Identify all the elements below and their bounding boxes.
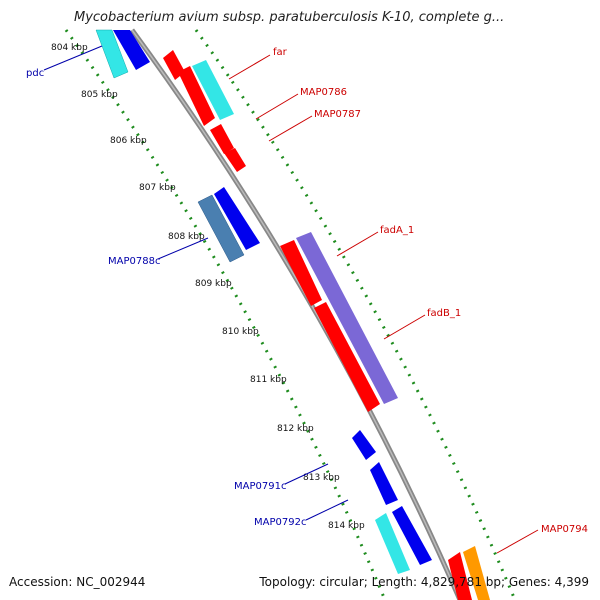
- far-connector: [228, 54, 271, 80]
- map-title: Mycobacterium avium subsp. paratuberculo…: [74, 10, 505, 25]
- map0792c-label[interactable]: MAP0792c: [254, 517, 306, 528]
- accession-text: Accession: NC_002944: [9, 575, 146, 589]
- genome-stats-text: Topology: circular; Length: 4,829,781 bp…: [259, 575, 589, 589]
- far-gene-b[interactable]: [178, 66, 215, 126]
- tick-label-805: 805 kbp: [81, 90, 118, 100]
- pdc-gene[interactable]: [95, 29, 129, 79]
- tick-label-812: 812 kbp: [277, 424, 314, 434]
- map0788c-arrow-gene[interactable]: [214, 187, 260, 250]
- tick-label-814: 814 kbp: [328, 521, 365, 531]
- reverse-gene-bottom-cyan[interactable]: [375, 513, 410, 574]
- fadb-1-connector: [383, 314, 426, 340]
- map0787-label[interactable]: MAP0787: [314, 109, 361, 120]
- fada-1-connector: [336, 231, 379, 257]
- map0788c-label[interactable]: MAP0788c: [108, 256, 160, 267]
- map0788c-gene[interactable]: [197, 194, 245, 263]
- fada-1-gene[interactable]: [280, 240, 322, 306]
- map0787-gene-b[interactable]: [224, 148, 246, 172]
- kbp-tick-labels: 804 kbp 805 kbp 806 kbp 807 kbp 808 kbp …: [51, 43, 365, 531]
- fadb-1-label[interactable]: fadB_1: [427, 308, 461, 319]
- pdc-connector: [43, 45, 103, 71]
- map0794-label[interactable]: MAP0794: [541, 524, 588, 535]
- map0786-label[interactable]: MAP0786: [300, 87, 347, 98]
- tick-label-809: 809 kbp: [195, 279, 232, 289]
- tick-label-807: 807 kbp: [139, 183, 176, 193]
- pdc-label[interactable]: pdc: [26, 68, 44, 79]
- map0792c-connector: [305, 499, 349, 521]
- fada-1-label[interactable]: fadA_1: [380, 225, 414, 236]
- tick-label-804: 804 kbp: [51, 43, 88, 53]
- map0794-gene-orange[interactable]: [463, 546, 490, 600]
- map0792c-gene[interactable]: [370, 462, 398, 505]
- map0786-gene[interactable]: [192, 60, 234, 120]
- map0787-gene-a[interactable]: [210, 124, 234, 154]
- map0791c-gene[interactable]: [352, 430, 376, 460]
- tick-label-808: 808 kbp: [168, 232, 205, 242]
- map0787-connector: [268, 115, 313, 142]
- map0794-gene-red[interactable]: [448, 552, 472, 600]
- backbone: [129, 28, 463, 600]
- fada-1-purple-gene[interactable]: [296, 232, 398, 404]
- reverse-gene-bottom-blue[interactable]: [392, 506, 432, 565]
- tick-label-806: 806 kbp: [110, 136, 147, 146]
- map0791c-label[interactable]: MAP0791c: [234, 481, 286, 492]
- tick-label-811: 811 kbp: [250, 375, 287, 385]
- map0794-connector: [496, 529, 539, 554]
- backbone-highlight: [131, 29, 461, 600]
- map0788c-connector: [157, 237, 209, 260]
- map0786-connector: [255, 93, 299, 120]
- tick-label-813: 813 kbp: [303, 473, 340, 483]
- far-label[interactable]: far: [273, 47, 288, 58]
- fadb-1-gene[interactable]: [314, 302, 380, 412]
- map0791c-connector: [284, 463, 329, 485]
- reverse-gene-top[interactable]: [113, 30, 150, 70]
- tick-label-810: 810 kbp: [222, 327, 259, 337]
